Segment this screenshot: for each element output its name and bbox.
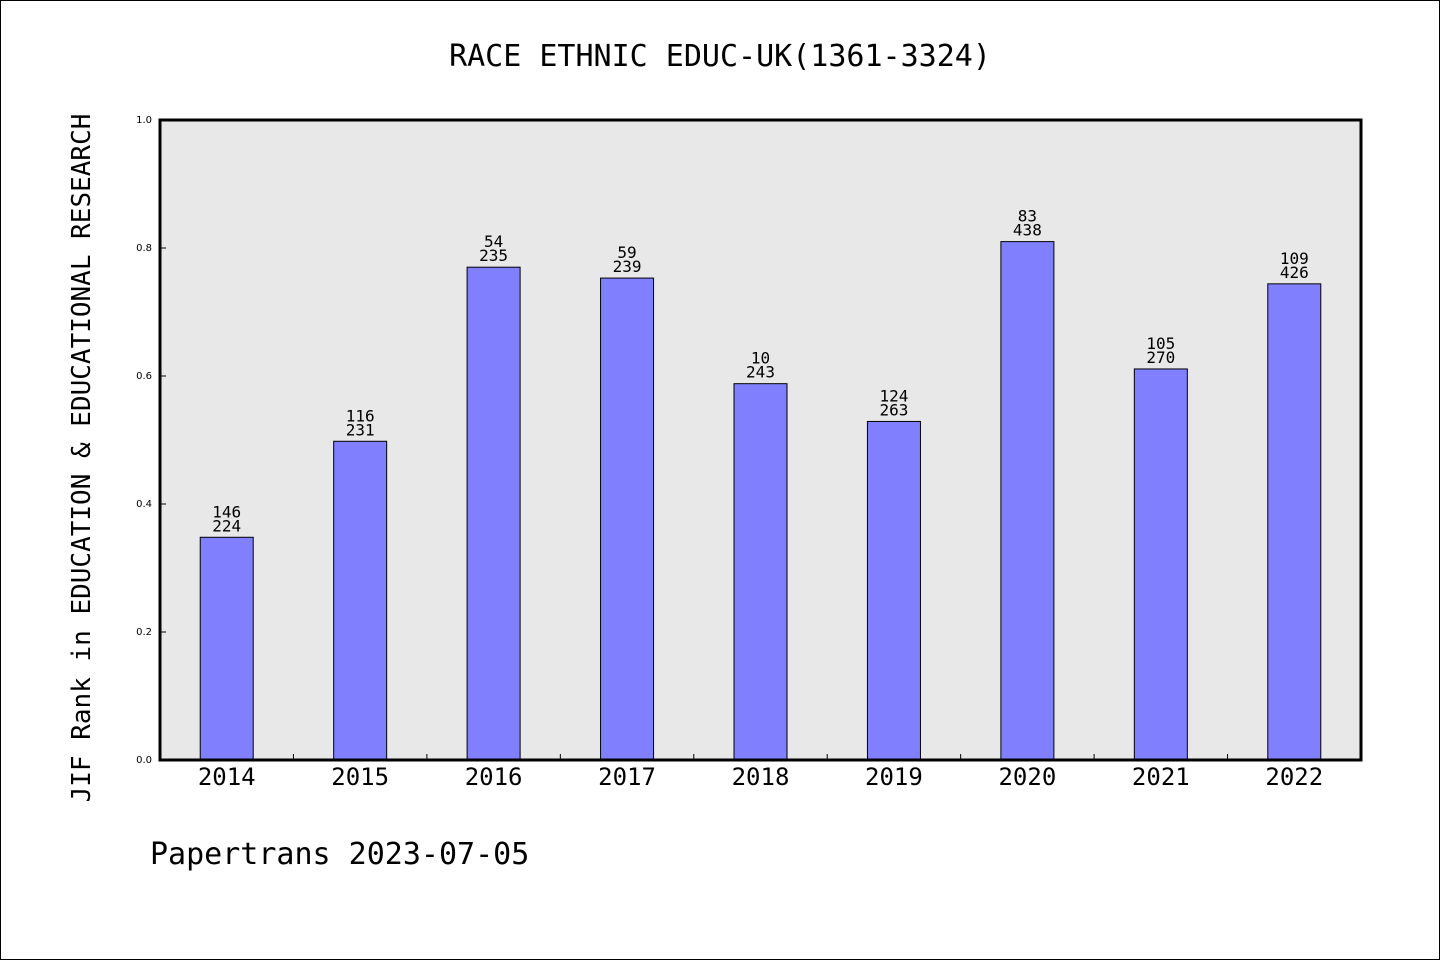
bar-2021: [1133, 368, 1188, 761]
y-tick-label: 0.6: [136, 371, 152, 382]
x-tick-label: 2022: [1265, 763, 1323, 791]
bar-rank-label: 105: [1146, 334, 1175, 353]
bar-rank-label: 59: [617, 243, 636, 262]
bar-total-label: 231: [346, 420, 375, 439]
x-tick-label: 2019: [865, 763, 923, 791]
bar-total-label: 270: [1146, 348, 1175, 367]
bar-2020: [1000, 241, 1055, 761]
y-tick-label: 0.4: [136, 499, 152, 510]
bar-rank-label: 116: [346, 406, 375, 425]
bar-total-label: 235: [479, 246, 508, 265]
bar-rank-label: 124: [879, 386, 908, 405]
bar-rank-label: 83: [1018, 207, 1037, 226]
bar-2016: [466, 266, 521, 761]
x-tick-label: 2014: [198, 763, 256, 791]
bar-rank-label: 54: [484, 232, 503, 251]
bar-total-label: 239: [613, 257, 642, 276]
bar-total-label: 243: [746, 363, 775, 382]
bar-2018: [733, 383, 788, 761]
bar-rank-label: 146: [212, 502, 241, 521]
x-tick-label: 2021: [1132, 763, 1190, 791]
x-tick-label: 2018: [732, 763, 790, 791]
x-tick-label: 2015: [331, 763, 389, 791]
y-axis-label: JIF Rank in EDUCATION & EDUCATIONAL RESE…: [67, 114, 97, 803]
bar-2022: [1267, 283, 1322, 761]
y-tick-label: 1.0: [136, 115, 152, 126]
bar-rank-label: 109: [1280, 249, 1309, 268]
bar-2017: [600, 277, 655, 761]
bar-total-label: 426: [1280, 263, 1309, 282]
bar-total-label: 224: [212, 516, 241, 535]
plot-border: [158, 118, 1363, 762]
y-tick-label: 0.8: [136, 243, 152, 254]
axis-ticks: 0.0 0.2 0.4 0.6 0.8 1.0 2014 2015 2016 2017 2018 20…: [136, 115, 1323, 791]
y-tick-label: 0.0: [136, 755, 152, 766]
bar-2014: [199, 536, 254, 761]
bar-2019: [866, 420, 921, 761]
bar-rank-label: 10: [751, 349, 770, 368]
x-tick-label: 2017: [598, 763, 656, 791]
bar-total-label: 263: [879, 400, 908, 419]
footer-credit: Papertrans 2023-07-05: [150, 837, 529, 872]
bar-2015: [333, 440, 388, 761]
x-tick-label: 2016: [465, 763, 523, 791]
chart-title: RACE ETHNIC EDUC-UK(1361-3324): [449, 39, 991, 74]
x-tick-label: 2020: [998, 763, 1056, 791]
y-tick-label: 0.2: [136, 627, 152, 638]
bar-total-label: 438: [1013, 221, 1042, 240]
